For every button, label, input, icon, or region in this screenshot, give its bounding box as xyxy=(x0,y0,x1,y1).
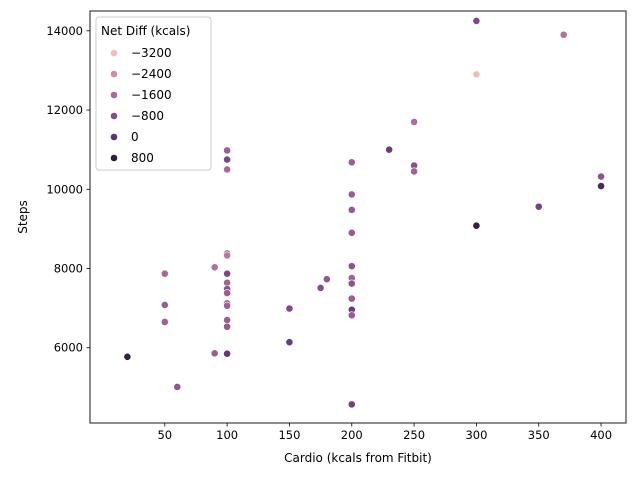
x-tick-label: 100 xyxy=(216,428,238,442)
data-point xyxy=(410,118,418,126)
x-tick-label: 200 xyxy=(341,428,363,442)
data-point xyxy=(347,400,356,409)
legend-marker xyxy=(110,112,118,120)
data-point xyxy=(322,275,331,284)
data-point xyxy=(160,318,169,326)
y-tick-label: 14000 xyxy=(46,24,83,38)
data-point xyxy=(559,30,568,39)
data-point xyxy=(534,202,543,211)
legend-box xyxy=(95,16,212,171)
data-point xyxy=(210,349,219,358)
legend-label: 800 xyxy=(131,151,154,165)
data-point xyxy=(347,205,356,214)
legend-label: −1600 xyxy=(131,88,172,102)
data-point xyxy=(223,269,232,278)
legend-title: Net Diff (kcals) xyxy=(101,24,190,38)
legend-label: 0 xyxy=(131,130,139,144)
data-points xyxy=(123,17,605,409)
data-point xyxy=(285,338,294,347)
legend-items: −3200 −2400 −1600 −800 0 800 xyxy=(110,46,172,165)
y-tick-label: 6000 xyxy=(54,341,83,355)
x-tick-label: 50 xyxy=(157,428,172,442)
data-point xyxy=(223,165,232,174)
data-point xyxy=(597,172,605,181)
data-point xyxy=(223,301,232,310)
data-point xyxy=(173,383,182,391)
data-point xyxy=(223,146,232,155)
data-point xyxy=(347,311,356,320)
legend-label: −3200 xyxy=(131,46,172,60)
data-point xyxy=(160,301,169,309)
data-point xyxy=(472,70,481,79)
y-tick-label: 8000 xyxy=(54,262,83,276)
data-point xyxy=(223,155,232,164)
data-point xyxy=(472,221,481,230)
x-tick-label: 150 xyxy=(278,428,300,442)
legend-marker xyxy=(110,154,118,162)
legend-label: −800 xyxy=(131,109,164,123)
data-point xyxy=(347,294,356,303)
data-point xyxy=(597,182,605,190)
data-point xyxy=(210,263,219,272)
y-tick-label: 10000 xyxy=(46,182,83,196)
legend-marker xyxy=(110,91,118,99)
plot-frame xyxy=(89,10,627,424)
data-point xyxy=(123,352,132,361)
data-point xyxy=(316,284,325,292)
y-axis-label: Steps xyxy=(16,200,30,234)
legend-marker xyxy=(110,49,118,57)
data-point xyxy=(347,262,356,271)
x-axis: 50 100 150 200 250 300 350 400 xyxy=(157,423,612,442)
data-point xyxy=(223,349,232,358)
x-tick-label: 250 xyxy=(403,428,425,442)
x-tick-label: 300 xyxy=(465,428,487,442)
legend: Net Diff (kcals) −3200 −2400 −1600 −800 0 800 xyxy=(95,16,212,171)
legend-marker xyxy=(110,133,118,141)
y-axis: 6000 8000 10000 12000 14000 xyxy=(46,24,90,355)
data-point xyxy=(223,289,232,297)
data-point xyxy=(347,190,356,199)
data-point xyxy=(347,158,356,167)
legend-marker xyxy=(110,70,118,78)
legend-label: −2400 xyxy=(131,67,172,81)
x-tick-label: 400 xyxy=(590,428,612,442)
data-point xyxy=(223,316,232,324)
data-point xyxy=(160,269,169,278)
data-point xyxy=(472,17,481,25)
y-tick-label: 12000 xyxy=(46,103,83,117)
data-point xyxy=(385,145,394,154)
data-point xyxy=(223,251,232,260)
x-axis-label: Cardio (kcals from Fitbit) xyxy=(284,451,432,465)
data-point xyxy=(347,228,356,237)
data-point xyxy=(285,304,294,313)
data-point xyxy=(410,167,418,176)
x-tick-label: 350 xyxy=(528,428,550,442)
data-point xyxy=(223,322,232,331)
data-point xyxy=(347,279,356,288)
